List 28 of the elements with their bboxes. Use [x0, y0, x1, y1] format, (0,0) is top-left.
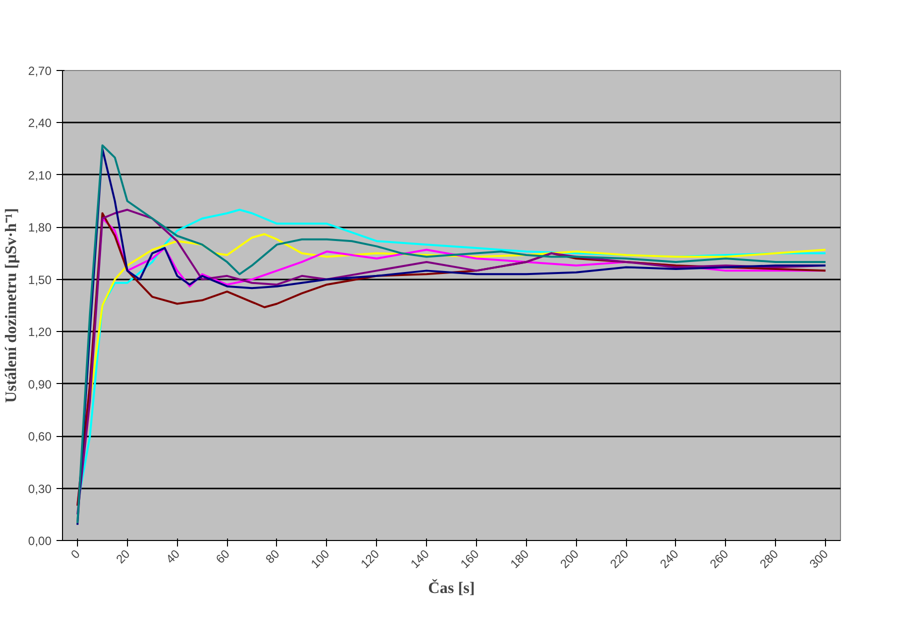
y-tick-label: 0,90 — [28, 377, 52, 392]
y-tick-label: 0,60 — [28, 430, 52, 444]
x-tick-label: 260 — [707, 546, 732, 571]
x-tick-label: 300 — [806, 546, 832, 571]
y-tick-label: 0,30 — [28, 482, 52, 496]
x-tick-label: 0 — [68, 546, 83, 562]
y-tick-label: 2,70 — [28, 64, 52, 78]
x-tick-label: 60 — [213, 546, 233, 566]
y-tick-label: 1,20 — [28, 325, 52, 340]
x-tick-label: 40 — [163, 546, 183, 566]
x-axis-title: Čas [s] — [428, 579, 475, 598]
y-tick-label: 1,80 — [28, 220, 52, 235]
x-tick-label: 200 — [557, 546, 582, 571]
x-tick-label: 100 — [308, 546, 332, 571]
x-tick-label: 20 — [113, 546, 133, 566]
x-tick-label: 220 — [607, 546, 632, 571]
x-tick-label: 80 — [262, 546, 282, 566]
y-tick-label: 1,50 — [28, 272, 52, 287]
x-tick-label: 280 — [756, 546, 782, 571]
y-axis-title: Ustálení dozimetru [μSv·h⁻¹] — [3, 208, 20, 403]
x-tick-label: 140 — [408, 546, 432, 571]
x-tick-label: 240 — [657, 546, 682, 571]
y-tick-label: 0,00 — [28, 534, 52, 548]
x-tick-label: 160 — [458, 546, 482, 571]
x-tick-label: 120 — [358, 546, 382, 571]
y-tick-label: 2,10 — [28, 168, 52, 182]
x-tick-label: 180 — [508, 546, 532, 571]
y-tick-label: 2,40 — [28, 116, 52, 130]
